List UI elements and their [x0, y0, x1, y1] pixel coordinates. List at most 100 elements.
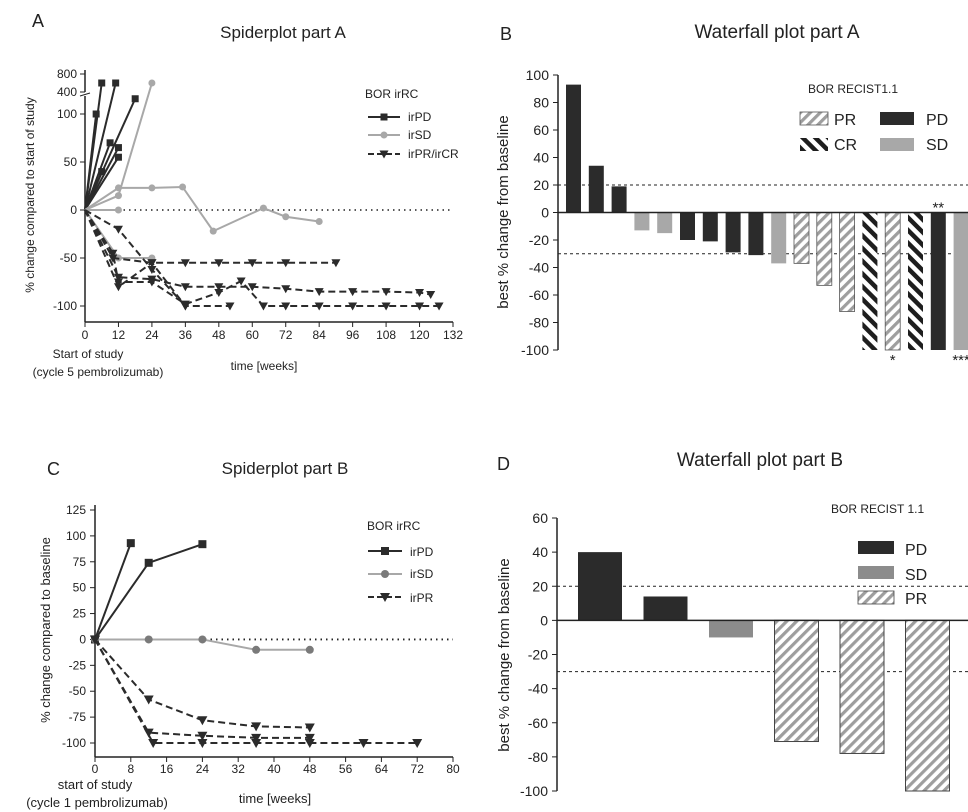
panel-c-ytick-label: -50 [69, 684, 87, 698]
panel-a-series-pr [84, 209, 336, 264]
panel-c-xtick-label: 32 [232, 762, 246, 776]
panel-a-ytick-label: -100 [53, 299, 77, 313]
panel-b-bar-annotation: *** [952, 352, 968, 369]
panel-a-point-pr [108, 254, 118, 263]
panel-c-point-pr [251, 733, 262, 743]
panel-b-bar-pr [793, 212, 810, 264]
panel-a-point-pr [214, 289, 224, 298]
panel-d-legend-title: BOR RECIST 1.1 [831, 502, 924, 516]
panel-a-point-pr [236, 277, 246, 286]
panel-a-xlabel: time [weeks] [231, 359, 298, 373]
panel-c-point-pr [412, 739, 423, 748]
panel-letter-d: D [497, 454, 510, 474]
panel-letter-b: B [500, 24, 512, 44]
panel-a-point-pd [131, 95, 139, 103]
panel-b-bar-pd [588, 165, 604, 213]
panel-c-legend-marker-pd [381, 547, 389, 555]
panel-a-legend-pr: irPR/irCR [408, 147, 459, 161]
panel-d-legend-pr: PR [905, 591, 927, 608]
panel-a-point-pr [258, 302, 268, 311]
panel-a-point-sd [148, 79, 156, 87]
panel-a-point-pr [147, 278, 157, 287]
panel-a-series-pd [84, 82, 103, 211]
panel-c-point-pr [251, 722, 262, 732]
panel-a-ytick-label: 0 [70, 203, 77, 217]
panel-c-point-pr [304, 733, 315, 743]
panel-b-legend-swatch-pr [799, 111, 829, 126]
panel-b-bar-pd [566, 84, 581, 213]
panel-b-bar-pd [748, 212, 764, 256]
panel-d-title: Waterfall plot part B [677, 450, 843, 471]
panel-d-ytick-label: -60 [528, 715, 548, 731]
panel-a-point-sd [148, 184, 156, 192]
panel-c-ytick-label: -100 [62, 736, 86, 750]
panel-a-xtick-label: 36 [179, 328, 193, 342]
panel-c-xtick-label: 0 [92, 762, 99, 776]
panel-b-bar-sd [657, 212, 673, 234]
panel-c-xtick-label: 56 [339, 762, 353, 776]
panel-a-point-sd [114, 206, 122, 214]
panel-a-point-pr [381, 302, 391, 311]
panel-d-ytick-label: -20 [528, 647, 548, 663]
panel-c-series-pd [94, 542, 132, 640]
panel-b-ytick-label: -60 [529, 287, 549, 303]
panel-b-ylabel: best % change from baseline [495, 115, 512, 308]
panel-b-legend-pd: PD [926, 112, 948, 129]
panel-c-point-sd [305, 645, 314, 654]
panel-c-xnote-1: start of study [58, 777, 133, 792]
panel-a-point-pd [114, 144, 122, 152]
panel-d-legend-swatch-sd [858, 566, 894, 579]
panel-a-ytick-label: 50 [64, 155, 78, 169]
panel-c-ytick-label: 75 [73, 555, 87, 569]
panel-c-xtick-label: 48 [303, 762, 317, 776]
panel-d-bar-pr [774, 619, 819, 743]
panel-b-legend-pr: PR [834, 112, 856, 129]
panel-c-xtick-label: 16 [160, 762, 174, 776]
panel-a-point-sd [259, 204, 267, 212]
panel-a-point-sd [282, 213, 290, 221]
panel-c-ytick-label: 125 [66, 503, 86, 517]
panel-b-ytick-label: 0 [541, 205, 549, 221]
panel-a-point-sd [209, 227, 217, 235]
panel-a-point-pr [147, 266, 157, 275]
panel-c-xtick-label: 24 [196, 762, 210, 776]
panel-b-ytick-label: -100 [521, 342, 549, 358]
panel-a-point-pr [281, 259, 291, 268]
panel-a-point-pr [331, 259, 341, 268]
panel-a-point-pr [348, 302, 358, 311]
panel-a-legend-marker-pd [380, 113, 388, 121]
panel-d-legend-sd: SD [905, 567, 927, 584]
panel-a-point-sd [114, 184, 122, 192]
panel-a-legend-marker-pr [379, 150, 389, 159]
panel-d-ytick-label: 0 [540, 612, 548, 628]
panel-d-bar-sd [709, 620, 753, 638]
panel-c-legend-title: BOR irRC [367, 519, 421, 533]
panel-a-point-pr [247, 283, 257, 292]
panel-b-legend-swatch-pd [880, 112, 914, 125]
panel-b-legend-swatch-sd [880, 138, 914, 151]
panel-a-xtick-label: 60 [246, 328, 260, 342]
panel-a-xnote-1: Start of study [53, 347, 124, 361]
panel-c-ytick-label: -25 [69, 658, 87, 672]
panel-c-point-pr [90, 635, 100, 645]
panel-a-ylabel: % change compared to start of study [23, 97, 37, 292]
panel-a-xtick-label: 72 [279, 328, 293, 342]
panel-b-bar-pr [884, 212, 901, 351]
panel-a-xtick-label: 108 [376, 328, 396, 342]
panel-c-legend-pr: irPR [410, 591, 434, 605]
panel-c-point-pr [197, 739, 208, 748]
panel-c-point-pr [251, 739, 262, 748]
panel-c-ytick-label: 100 [66, 529, 86, 543]
panel-c-point-pr [197, 716, 208, 726]
panel-c-point-pd [126, 539, 135, 548]
panel-a-point-pr [214, 283, 224, 292]
panel-c-point-sd [198, 635, 207, 644]
panel-a-point-pr [381, 288, 391, 297]
panel-a-legend-pd: irPD [408, 110, 432, 124]
panel-b-bar-annotation: * [890, 352, 896, 369]
panel-b-ytick-label: 60 [533, 122, 549, 138]
panel-c-legend-marker-sd [381, 570, 389, 578]
panel-a-ytick-label: 100 [57, 107, 77, 121]
panel-c-legend-marker-pr [380, 593, 390, 602]
